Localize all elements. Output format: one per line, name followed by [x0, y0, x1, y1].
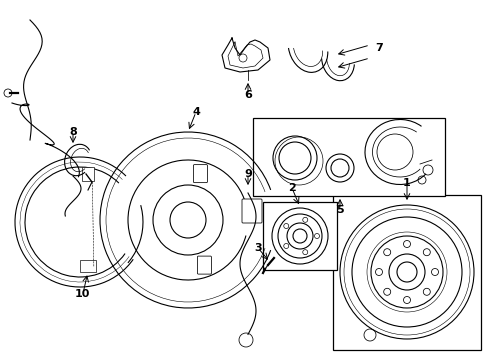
Bar [252, 118, 444, 196]
Bar [82, 167, 94, 181]
Text: 7: 7 [374, 43, 382, 53]
Bar [263, 202, 336, 270]
Text: 10: 10 [75, 289, 90, 299]
Text: 9: 9 [244, 169, 251, 179]
Bar [332, 195, 480, 350]
Text: 3: 3 [254, 243, 261, 253]
FancyBboxPatch shape [242, 199, 262, 223]
FancyBboxPatch shape [197, 256, 211, 274]
Text: 5: 5 [336, 205, 343, 215]
FancyBboxPatch shape [193, 165, 207, 183]
Text: 6: 6 [244, 90, 251, 100]
Text: 2: 2 [287, 183, 295, 193]
Text: 1: 1 [402, 178, 410, 188]
Text: 8: 8 [69, 127, 77, 137]
Bar [80, 260, 96, 272]
Text: 4: 4 [192, 107, 200, 117]
